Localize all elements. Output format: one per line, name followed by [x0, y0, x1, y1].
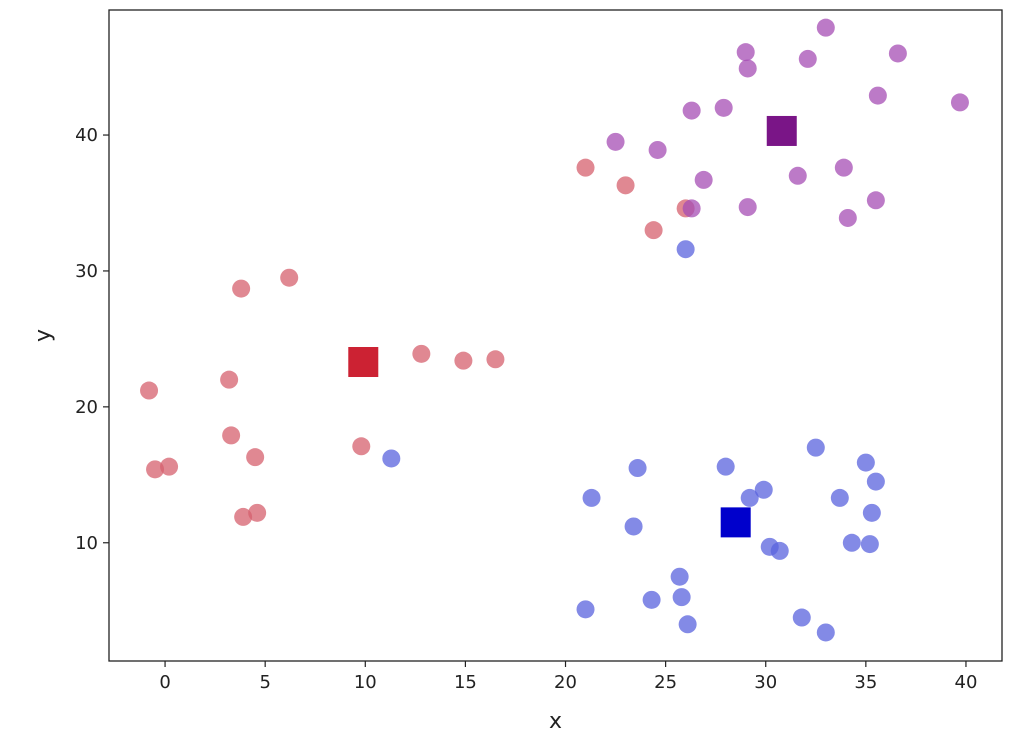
- data-point: [694, 170, 713, 189]
- y-tick-label: 40: [75, 125, 98, 146]
- centroid-marker: [766, 115, 797, 146]
- data-point: [682, 199, 701, 218]
- data-point: [628, 459, 647, 478]
- data-point: [856, 453, 875, 472]
- data-point: [648, 140, 667, 159]
- data-point: [816, 623, 835, 642]
- data-point: [146, 460, 165, 479]
- data-point: [716, 457, 735, 476]
- y-tick-label: 10: [75, 533, 98, 554]
- y-axis-label: y: [31, 329, 56, 342]
- data-point: [232, 279, 251, 298]
- data-point: [280, 268, 299, 287]
- data-point: [670, 567, 689, 586]
- data-point: [860, 535, 879, 554]
- data-point: [866, 472, 885, 491]
- x-tick-label: 0: [159, 672, 170, 693]
- data-point: [246, 448, 265, 467]
- data-point: [352, 437, 371, 456]
- x-tick-label: 30: [754, 672, 777, 693]
- data-point: [676, 240, 695, 259]
- x-tick-label: 15: [454, 672, 477, 693]
- data-point: [816, 18, 835, 37]
- data-point: [576, 158, 595, 177]
- x-axis-label: x: [549, 709, 562, 734]
- data-point: [888, 44, 907, 63]
- data-point: [736, 43, 755, 62]
- data-point: [412, 344, 431, 363]
- data-point: [624, 517, 643, 536]
- data-point: [740, 488, 759, 507]
- data-point: [248, 503, 267, 522]
- data-point: [770, 541, 789, 560]
- x-tick-label: 5: [259, 672, 270, 693]
- data-point: [644, 221, 663, 240]
- data-point: [842, 533, 861, 552]
- ticks-layer: 0 5 10 15 20 25 30 35 40 10 20 30 40: [75, 125, 977, 693]
- data-point: [222, 426, 241, 445]
- data-point: [576, 600, 595, 619]
- data-point: [838, 208, 857, 227]
- data-point: [788, 166, 807, 185]
- y-tick-label: 30: [75, 261, 98, 282]
- data-point: [950, 93, 969, 112]
- data-point: [234, 507, 253, 526]
- data-point: [678, 615, 697, 634]
- data-point: [714, 98, 733, 117]
- data-point: [798, 49, 817, 68]
- data-point: [738, 59, 757, 78]
- data-point: [582, 488, 601, 507]
- data-point: [866, 191, 885, 210]
- data-point: [738, 198, 757, 217]
- data-point: [220, 370, 239, 389]
- data-point: [486, 350, 505, 369]
- data-point: [642, 590, 661, 609]
- data-point: [454, 351, 473, 370]
- points-layer: [140, 18, 969, 642]
- data-point: [830, 488, 849, 507]
- data-point: [616, 176, 635, 195]
- centroid-marker: [720, 507, 751, 538]
- x-tick-label: 20: [554, 672, 577, 693]
- x-tick-label: 25: [654, 672, 677, 693]
- data-point: [806, 438, 825, 457]
- data-point: [834, 158, 853, 177]
- plot-frame: [108, 9, 1003, 662]
- data-point: [682, 101, 701, 120]
- data-point: [862, 503, 881, 522]
- centroids-layer: [348, 115, 797, 538]
- data-point: [754, 480, 773, 499]
- centroid-marker: [348, 347, 379, 378]
- data-point: [792, 608, 811, 627]
- data-point: [672, 588, 691, 607]
- x-tick-label: 40: [955, 672, 978, 693]
- x-tick-label: 10: [354, 672, 377, 693]
- data-point: [868, 86, 887, 105]
- x-tick-label: 35: [854, 672, 877, 693]
- data-point: [382, 449, 401, 468]
- data-point: [160, 457, 179, 476]
- data-point: [606, 132, 625, 151]
- y-tick-label: 20: [75, 397, 98, 418]
- data-point: [140, 381, 159, 400]
